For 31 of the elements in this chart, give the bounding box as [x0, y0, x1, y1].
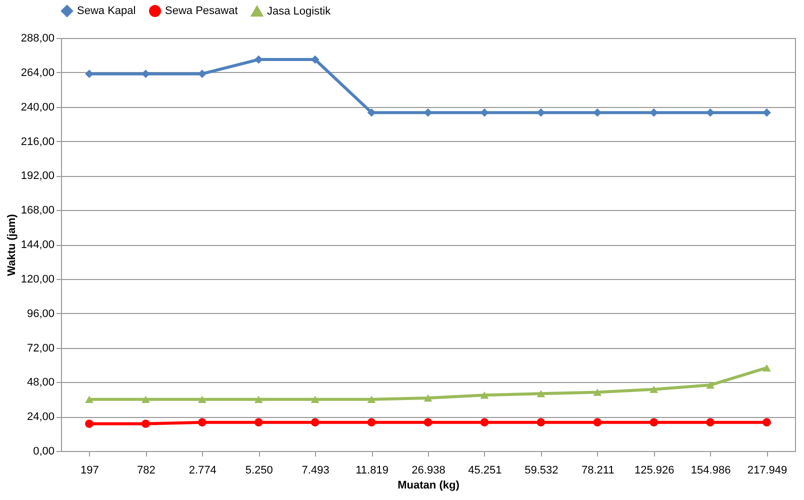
y-tick-label: 288,00: [20, 32, 54, 44]
y-tick-label: 24,00: [26, 411, 54, 424]
legend-label: Sewa Pesawat: [165, 5, 238, 17]
y-tick-label: 168,00: [20, 204, 54, 217]
y-tick-label: 216,00: [20, 136, 54, 148]
y-axis-title: Waktu (jam): [6, 214, 18, 276]
y-tick-label: 48,00: [26, 376, 54, 389]
x-tick-label: 782: [137, 464, 156, 476]
x-tick-label: 217.949: [747, 464, 788, 476]
y-tick-label: 144,00: [20, 239, 54, 251]
x-tick-label: 7.493: [302, 464, 330, 476]
x-tick-label: 45.251: [468, 464, 502, 476]
x-axis-title: Muatan (kg): [398, 480, 460, 492]
y-tick-label: 120,00: [20, 273, 54, 286]
y-tick-label: 192,00: [20, 170, 54, 182]
y-tick-label: 0,00: [33, 446, 54, 458]
x-tick-label: 154.986: [690, 464, 731, 476]
x-tick-label: 11.819: [356, 464, 388, 476]
x-tick-label: 125.926: [634, 464, 674, 476]
x-tick-label: 2.774: [188, 464, 216, 476]
y-tick-label: 240,00: [20, 101, 54, 114]
y-tick-label: 264,00: [20, 66, 54, 79]
x-tick-label: 78.211: [581, 464, 614, 476]
x-tick-label: 59.532: [524, 464, 558, 476]
y-tick-label: 72,00: [26, 342, 54, 354]
x-tick-label: 5.250: [245, 464, 273, 476]
legend-label: Sewa Kapal: [77, 5, 136, 17]
y-tick-label: 96,00: [26, 308, 54, 320]
legend-label: Jasa Logistik: [267, 5, 332, 18]
x-tick-label: 197: [80, 464, 99, 476]
x-tick-label: 26.938: [412, 464, 446, 476]
